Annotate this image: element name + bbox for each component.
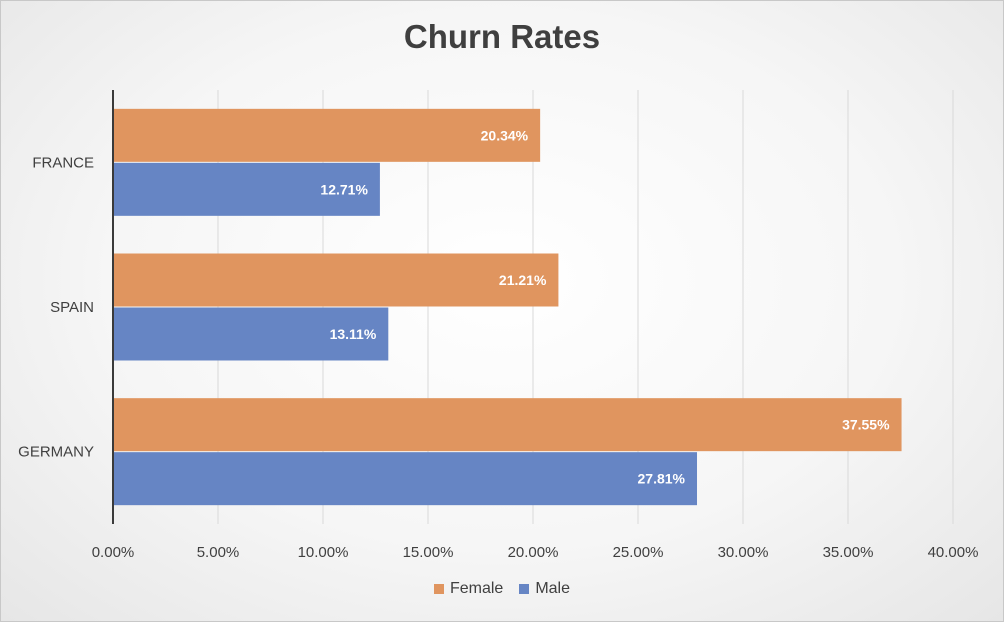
legend-label: Female [449, 580, 504, 597]
x-tick-label: 20.00% [508, 544, 559, 561]
x-tick-label: 35.00% [823, 544, 874, 561]
chart-legend: Female Male [0, 580, 1004, 598]
x-tick-label: 10.00% [298, 544, 349, 561]
x-tick-label: 5.00% [197, 544, 240, 561]
category-label: GERMANY [18, 444, 94, 461]
bar-male-spain [113, 307, 389, 361]
bar-female-germany [113, 398, 902, 452]
bar-female-france [113, 108, 541, 162]
x-tick-label: 40.00% [928, 544, 979, 561]
x-tick-label: 0.00% [92, 544, 135, 561]
category-label: SPAIN [50, 299, 94, 316]
x-tick-label: 30.00% [718, 544, 769, 561]
legend-swatch [433, 584, 444, 594]
legend-entry-female: Female [433, 580, 504, 598]
x-tick-label: 15.00% [403, 544, 454, 561]
data-label: 20.34% [481, 127, 529, 143]
data-label: 37.55% [842, 417, 890, 433]
data-label: 12.71% [320, 181, 368, 197]
bar-male-france [113, 162, 380, 216]
category-label: FRANCE [32, 154, 94, 171]
data-label: 27.81% [638, 471, 686, 487]
legend-entry-male: Male [519, 580, 570, 598]
data-label: 21.21% [499, 272, 547, 288]
chart-title: Churn Rates [403, 18, 601, 55]
bar-male-germany [113, 452, 698, 506]
legend-swatch [519, 584, 530, 594]
data-label: 13.11% [330, 326, 377, 342]
bar-female-spain [113, 253, 559, 307]
legend-label: Male [535, 580, 571, 597]
x-tick-label: 25.00% [613, 544, 664, 561]
